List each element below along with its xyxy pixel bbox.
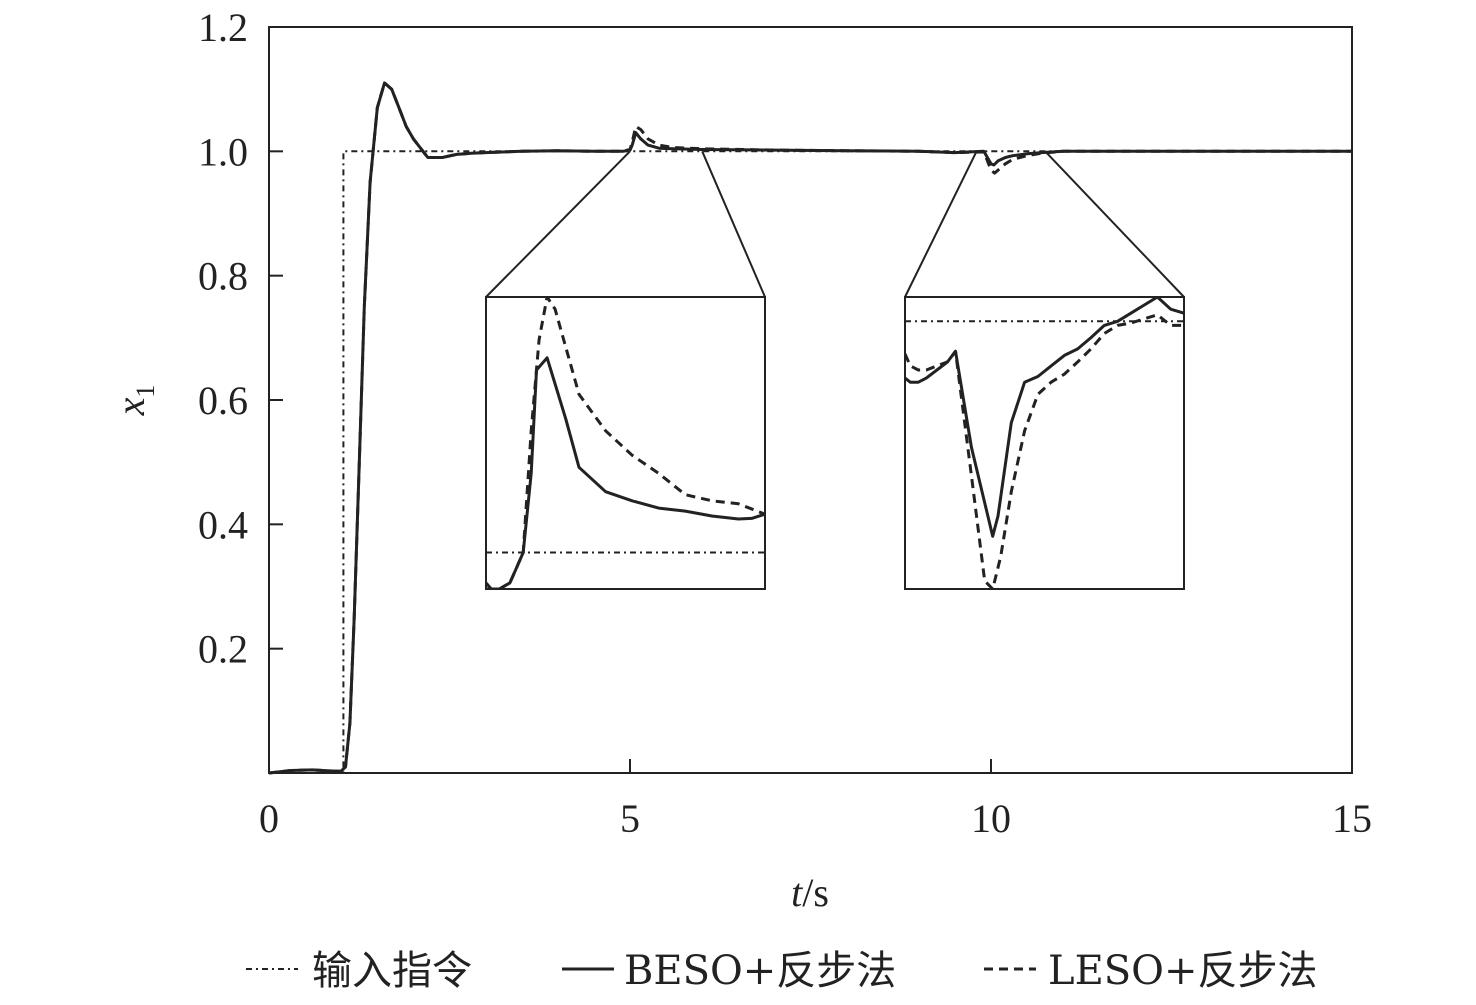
legend-label-leso: LESO+反步法 [1048, 948, 1317, 994]
y-axis-label-sub: 1 [131, 385, 160, 398]
y-axis-label: x1 [108, 385, 160, 417]
y-axis-label-main: x [108, 397, 153, 416]
y-tick-label: 0.6 [198, 378, 248, 423]
zoom-connector [1044, 150, 1185, 298]
x-tick-label: 0 [259, 796, 279, 841]
zoom-connector [485, 150, 631, 298]
x-axis-label: t/s [791, 870, 829, 915]
x-tick-label: 10 [971, 796, 1011, 841]
legend-label-beso: BESO+反步法 [624, 948, 896, 994]
inset-series-line-2 [486, 297, 765, 589]
x-axis-ticks: 0 5 10 15 [259, 759, 1372, 841]
x-tick-label: 5 [620, 796, 640, 841]
inset-background [905, 297, 1184, 589]
zoom-connector [904, 150, 978, 298]
legend: 输入指令 BESO+反步法 LESO+反步法 [246, 948, 1317, 994]
x-tick-label: 15 [1332, 796, 1372, 841]
y-tick-label: 0.8 [198, 254, 248, 299]
plot-area-frame [268, 26, 1353, 774]
y-tick-label: 1.2 [198, 5, 248, 50]
inset-series-line-1 [905, 297, 1184, 538]
y-tick-label: 0.2 [198, 627, 248, 672]
inset-plot-1 [904, 296, 1185, 590]
x-axis-label-var: t [791, 870, 803, 915]
inset-plot-0 [485, 296, 766, 590]
y-tick-label: 1.0 [198, 129, 248, 174]
legend-label-input: 输入指令 [312, 948, 472, 994]
inset-background [486, 297, 765, 589]
x-axis-label-unit: /s [802, 870, 829, 915]
inset-plots [485, 296, 1185, 590]
zoom-connector [701, 150, 766, 298]
inset-frame [904, 296, 1185, 590]
zoom-connectors [485, 150, 1185, 298]
series-line-2 [268, 81, 1352, 775]
y-tick-label: 0.4 [198, 502, 248, 547]
y-axis-ticks: 0.2 0.4 0.6 0.8 1.0 1.2 [198, 5, 283, 672]
series-line-0 [269, 150, 1352, 774]
series-line-1 [268, 81, 1352, 775]
inset-series-line-2 [905, 313, 1184, 589]
inset-frame [485, 296, 766, 590]
main-plot-lines [268, 81, 1352, 775]
